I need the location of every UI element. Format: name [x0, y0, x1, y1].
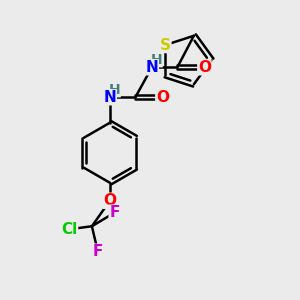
Text: O: O [198, 60, 211, 75]
Text: N: N [146, 60, 158, 75]
Text: Cl: Cl [61, 222, 77, 237]
Text: F: F [93, 244, 103, 259]
Text: O: O [156, 90, 169, 105]
Text: H: H [109, 83, 120, 97]
Text: S: S [160, 38, 171, 52]
Text: F: F [109, 205, 120, 220]
Text: O: O [103, 193, 116, 208]
Text: N: N [103, 90, 116, 105]
Text: H: H [151, 53, 162, 67]
